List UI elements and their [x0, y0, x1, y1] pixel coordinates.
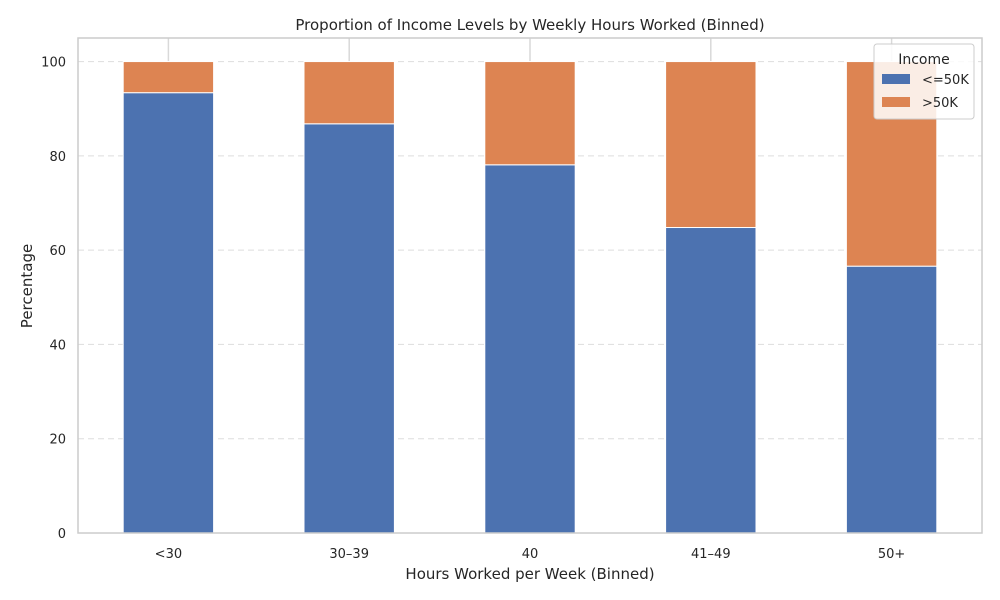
x-tick-label: <30	[155, 547, 182, 562]
x-tick-label: 50+	[878, 547, 905, 562]
bar-gt-50k	[122, 61, 215, 94]
x-tick-label: 41–49	[691, 547, 731, 562]
bar-le-50k	[484, 164, 576, 534]
bar-gt-50k	[303, 61, 395, 125]
y-tick-label: 20	[49, 433, 66, 448]
legend-label-le-50k: <=50K	[922, 73, 969, 88]
bar-le-50k	[845, 265, 938, 534]
x-axis-ticks: <30 30–39 40 41–49 50+	[155, 547, 906, 562]
chart-title: Proportion of Income Levels by Weekly Ho…	[295, 16, 764, 34]
bar-gt-50k	[484, 61, 576, 166]
y-axis-label: Percentage	[18, 244, 36, 328]
x-tick-label: 30–39	[329, 547, 369, 562]
legend-swatch-gt-50k	[882, 97, 910, 107]
bar-le-50k	[665, 227, 757, 534]
bar-le-50k	[303, 123, 395, 534]
legend: Income <=50K >50K	[873, 43, 975, 120]
bars	[122, 61, 938, 534]
y-tick-label: 80	[49, 150, 66, 165]
legend-label-gt-50k: >50K	[922, 96, 958, 111]
legend-swatch-le-50k	[882, 74, 910, 84]
x-tick-label: 40	[522, 547, 539, 562]
bar-gt-50k	[665, 61, 757, 229]
legend-title: Income	[898, 52, 950, 68]
y-tick-label: 60	[49, 244, 66, 259]
y-tick-label: 0	[58, 527, 66, 542]
y-axis-ticks: 0 20 40 60 80 100	[41, 56, 66, 542]
x-axis-label: Hours Worked per Week (Binned)	[405, 565, 654, 583]
plot-frame	[77, 37, 983, 534]
bar-le-50k	[122, 92, 215, 534]
y-tick-label: 100	[41, 56, 66, 71]
y-tick-label: 40	[49, 338, 66, 353]
